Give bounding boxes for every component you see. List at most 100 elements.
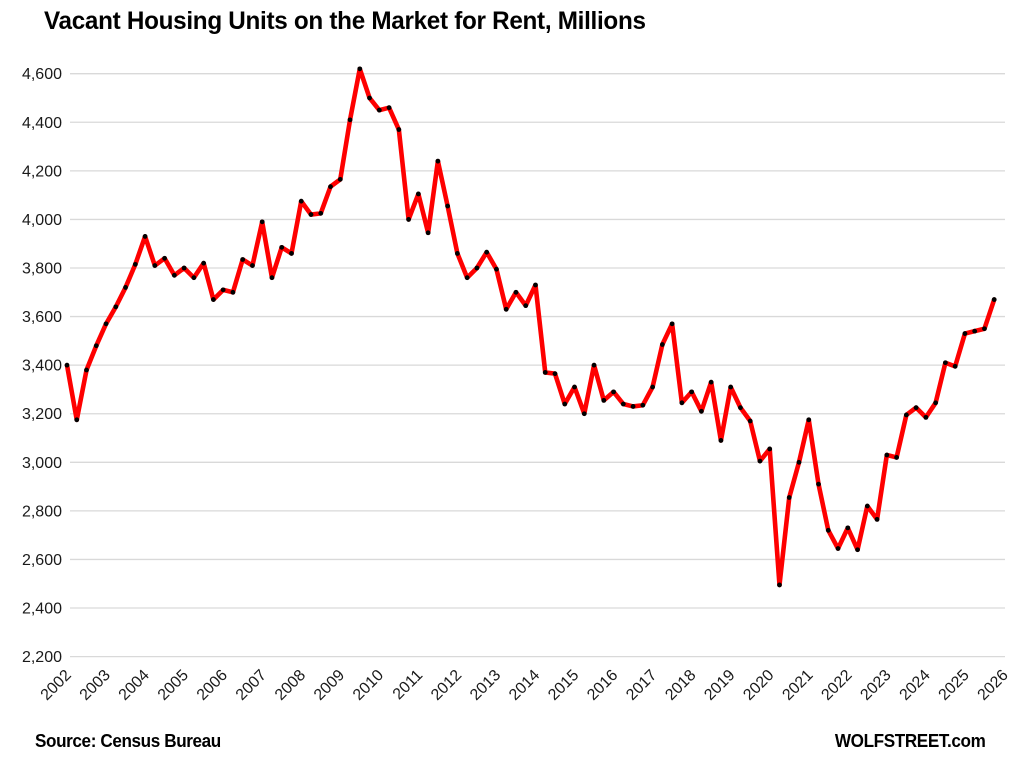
y-axis-tick-label: 3,200 <box>22 406 62 423</box>
y-axis-tick-label: 3,000 <box>22 455 62 472</box>
data-point-marker <box>220 287 226 293</box>
data-point-marker <box>484 249 490 255</box>
data-point-marker <box>864 503 870 509</box>
data-point-marker <box>269 275 275 281</box>
data-point-marker <box>962 331 968 336</box>
y-axis-tick-label: 4,200 <box>22 163 62 180</box>
data-point-marker <box>445 203 451 209</box>
data-point-marker <box>142 234 148 239</box>
data-point-marker <box>699 408 704 414</box>
data-point-marker <box>816 481 821 487</box>
x-axis-tick-label: 2012 <box>428 667 465 704</box>
x-axis-tick-label: 2006 <box>194 667 231 704</box>
data-point-marker <box>230 289 236 295</box>
data-point-marker <box>669 321 675 327</box>
data-point-marker <box>503 306 509 312</box>
x-axis-tick-label: 2024 <box>897 667 934 704</box>
data-point-marker <box>406 217 411 222</box>
data-point-marker <box>552 371 558 377</box>
data-point-marker <box>874 516 880 522</box>
data-point-marker <box>425 230 431 236</box>
data-point-marker <box>181 265 187 271</box>
data-point-marker <box>250 263 255 268</box>
data-point-marker <box>728 384 734 390</box>
data-point-marker <box>757 458 763 464</box>
data-point-marker <box>279 244 285 250</box>
data-point-marker <box>191 275 197 281</box>
data-point-marker <box>972 328 978 334</box>
data-point-marker <box>884 452 890 458</box>
data-point-marker <box>357 66 363 72</box>
data-point-marker <box>396 127 402 132</box>
y-axis-tick-label: 2,800 <box>22 503 62 520</box>
data-point-marker <box>855 547 860 553</box>
data-point-marker <box>435 158 441 164</box>
y-axis-tick-label: 4,400 <box>22 115 62 132</box>
x-axis-tick-label: 2013 <box>467 667 504 704</box>
x-axis-tick-label: 2015 <box>545 667 582 704</box>
data-point-marker <box>171 272 177 278</box>
data-point-marker <box>572 384 577 390</box>
y-axis-tick-label: 3,800 <box>22 261 62 278</box>
y-axis-tick-label: 3,600 <box>22 309 62 326</box>
data-point-marker <box>464 275 470 281</box>
data-point-marker <box>806 417 812 423</box>
data-point-marker <box>298 198 304 204</box>
data-point-marker <box>640 402 646 408</box>
data-point-marker <box>240 257 246 262</box>
data-point-marker <box>825 527 831 533</box>
data-point-marker <box>767 446 773 452</box>
x-axis-tick-label: 2025 <box>936 667 973 704</box>
data-point-marker <box>376 107 382 113</box>
x-axis-tick-label: 2004 <box>116 667 153 704</box>
data-point-marker <box>513 289 519 295</box>
data-point-marker <box>289 251 294 256</box>
data-point-marker <box>494 266 499 272</box>
data-point-marker <box>894 455 899 460</box>
y-axis-tick-label: 2,400 <box>22 601 62 618</box>
data-point-marker <box>367 95 372 101</box>
data-point-marker <box>337 176 343 182</box>
data-point-marker <box>562 401 568 407</box>
data-point-marker <box>933 400 939 406</box>
data-point-marker <box>650 384 655 390</box>
x-axis-tick-label: 2002 <box>38 667 75 704</box>
x-axis-tick-label: 2010 <box>350 667 387 704</box>
x-axis-tick-label: 2014 <box>506 667 543 704</box>
source-note: Source: Census Bureau <box>35 731 221 751</box>
data-point-marker <box>796 459 802 465</box>
x-axis-tick-label: 2018 <box>662 667 699 704</box>
data-point-marker <box>718 438 724 443</box>
data-point-marker <box>777 582 782 588</box>
data-point-marker <box>581 411 587 417</box>
data-point-marker <box>64 362 70 368</box>
data-point-marker <box>679 400 685 406</box>
data-point-marker <box>903 412 909 418</box>
data-point-marker <box>835 546 841 551</box>
y-axis-tick-label: 2,200 <box>22 649 62 666</box>
data-point-marker <box>523 303 529 309</box>
data-point-marker <box>455 251 460 256</box>
x-axis-tick-label: 2026 <box>975 667 1012 704</box>
data-point-marker <box>943 360 948 366</box>
data-point-marker <box>347 117 353 123</box>
y-axis-tick-label: 4,000 <box>22 212 62 229</box>
data-point-marker <box>84 367 89 373</box>
x-axis-tick-label: 2023 <box>857 667 894 704</box>
x-axis-tick-label: 2022 <box>818 667 855 704</box>
rent-vacancies-series-line <box>64 66 997 588</box>
data-point-marker <box>211 297 216 302</box>
x-axis-tick-label: 2011 <box>390 667 426 703</box>
data-point-marker <box>630 404 636 409</box>
data-point-marker <box>611 389 616 395</box>
data-point-marker <box>415 191 421 197</box>
x-axis-tick-label: 2020 <box>740 667 777 704</box>
data-point-marker <box>913 405 919 411</box>
data-point-marker <box>474 265 480 271</box>
data-point-marker <box>328 184 333 190</box>
x-axis-tick-label: 2005 <box>155 667 192 704</box>
data-point-marker <box>318 210 324 216</box>
data-point-marker <box>620 401 626 407</box>
